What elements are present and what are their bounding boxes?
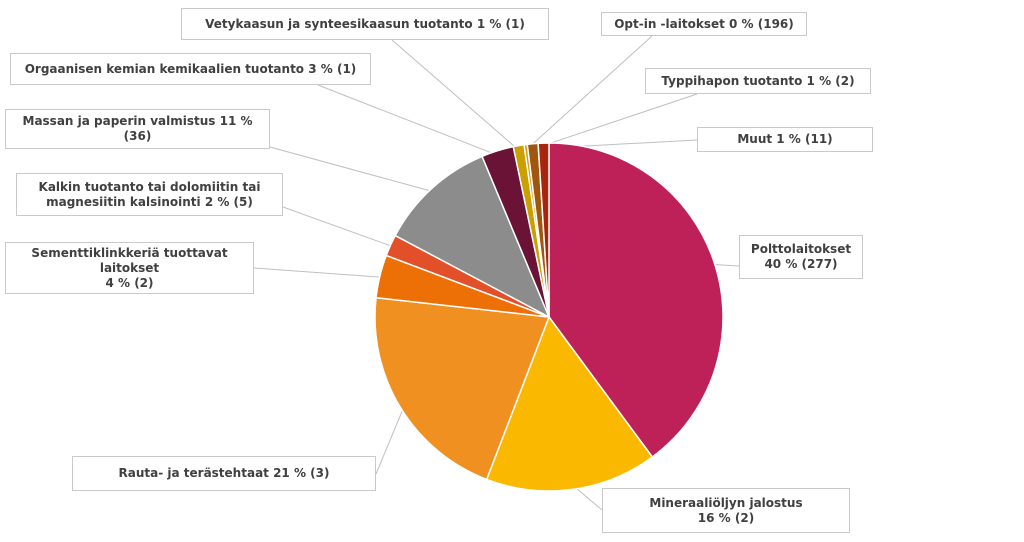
label-mineraalioljyn-jalostus: Mineraaliöljyn jalostus 16 % (2)	[602, 488, 850, 533]
pie-slices	[374, 142, 724, 492]
label-opt-in-laitokset: Opt-in -laitokset 0 % (196)	[601, 12, 807, 36]
pie-slice-1	[485, 315, 654, 492]
leader-line-4	[282, 206, 396, 248]
label-polttolaitokset: Polttolaitokset 40 % (277)	[739, 235, 863, 279]
label-massan-ja-paperin: Massan ja paperin valmistus 11 % (36)	[5, 109, 270, 149]
pie-slice-2	[374, 296, 551, 481]
label-vetykaasun: Vetykaasun ja synteesikaasun tuotanto 1 …	[181, 8, 549, 40]
label-rauta-ja-terastehtaat: Rauta- ja terästehtaat 21 % (3)	[72, 456, 376, 491]
leader-line-9	[533, 93, 698, 150]
leader-line-7	[391, 39, 520, 152]
leader-line-5	[269, 146, 436, 193]
label-kalkin-tuotanto: Kalkin tuotanto tai dolomiitin tai magne…	[16, 173, 283, 216]
pie-slice-10	[537, 142, 550, 318]
leader-line-6	[317, 84, 500, 157]
label-muut: Muut 1 % (11)	[697, 127, 873, 152]
leader-line-3	[253, 267, 385, 278]
pie-slice-0	[548, 142, 724, 459]
leader-line-8	[526, 35, 653, 151]
label-orgaanisen-kemian: Orgaanisen kemian kemikaalien tuotanto 3…	[10, 53, 371, 85]
label-typpihapon-tuotanto: Typpihapon tuotanto 1 % (2)	[645, 68, 871, 94]
pie-slice-5	[394, 155, 551, 319]
leader-line-2	[375, 404, 406, 475]
label-sementtiklinkkeria: Sementtiklinkkeriä tuottavat laitokset 4…	[5, 242, 254, 294]
